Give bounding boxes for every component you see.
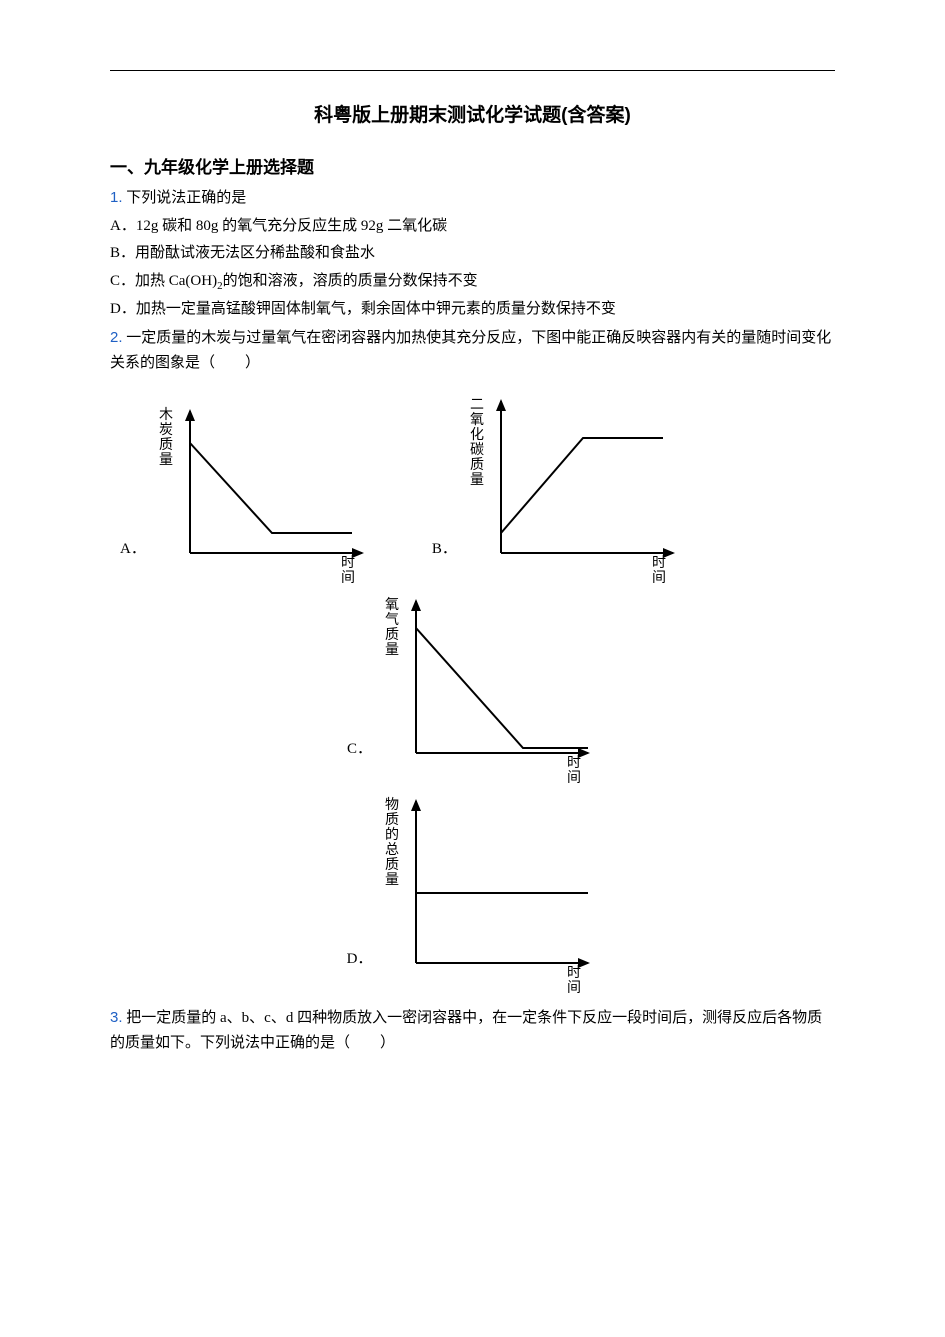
- q1-c-post: 的饱和溶液，溶质的质量分数保持不变: [223, 273, 478, 289]
- svg-text:炭: 炭: [159, 422, 173, 438]
- svg-text:间: 间: [567, 980, 581, 993]
- svg-text:气: 气: [385, 612, 399, 628]
- svg-text:氧: 氧: [470, 412, 484, 428]
- svg-text:的: 的: [385, 827, 399, 843]
- svg-text:量: 量: [470, 472, 484, 488]
- chart-b: 二氧化碳质量时间: [463, 383, 683, 583]
- q2-c-label: C．: [347, 737, 372, 783]
- svg-text:木: 木: [159, 407, 173, 423]
- q2-stem-text: 一定质量的木炭与过量氧气在密闭容器内加热使其充分反应，下图中能正确反映容器内有关…: [110, 330, 831, 372]
- q1-c-pre: C．加热 Ca(OH): [110, 273, 217, 289]
- chart-c: 氧气质量时间: [378, 583, 598, 783]
- exam-page: 科粤版上册期末测试化学试题(含答案) 一、九年级化学上册选择题 1. 下列说法正…: [0, 0, 945, 1337]
- svg-text:质: 质: [159, 437, 173, 453]
- q2-row-d: D． 物质的总质量时间: [110, 783, 835, 993]
- q2-number: 2.: [110, 329, 123, 346]
- svg-text:时: 时: [652, 555, 666, 571]
- q1-option-b: B．用酚酞试液无法区分稀盐酸和食盐水: [110, 241, 835, 267]
- svg-text:质: 质: [385, 812, 399, 828]
- svg-text:质: 质: [470, 457, 484, 473]
- svg-text:量: 量: [385, 872, 399, 888]
- q1-option-d: D．加热一定量高锰酸钾固体制氧气，剩余固体中钾元素的质量分数保持不变: [110, 297, 835, 323]
- svg-text:间: 间: [341, 570, 355, 583]
- svg-text:时: 时: [567, 965, 581, 981]
- svg-text:物: 物: [385, 797, 399, 813]
- q2-row-c: C． 氧气质量时间: [110, 583, 835, 783]
- svg-text:量: 量: [159, 452, 173, 468]
- svg-text:质: 质: [385, 627, 399, 643]
- section-heading: 一、九年级化学上册选择题: [110, 154, 835, 183]
- svg-text:间: 间: [652, 570, 666, 583]
- q1-stem: 1. 下列说法正确的是: [110, 185, 835, 212]
- q1-option-c: C．加热 Ca(OH)2的饱和溶液，溶质的质量分数保持不变: [110, 269, 835, 296]
- svg-text:间: 间: [567, 770, 581, 783]
- svg-text:氧: 氧: [385, 597, 399, 613]
- q2-stem: 2. 一定质量的木炭与过量氧气在密闭容器内加热使其充分反应，下图中能正确反映容器…: [110, 325, 835, 377]
- q1-stem-text: 下列说法正确的是: [126, 190, 246, 206]
- q2-d-label: D．: [347, 947, 373, 993]
- q3-number: 3.: [110, 1009, 123, 1026]
- svg-text:质: 质: [385, 857, 399, 873]
- q2-b-label: B．: [432, 537, 457, 583]
- q2-row-ab: A． 木炭质量时间 B． 二氧化碳质量时间: [110, 383, 835, 583]
- question-1: 1. 下列说法正确的是 A．12g 碳和 80g 的氧气充分反应生成 92g 二…: [110, 185, 835, 323]
- svg-text:量: 量: [385, 642, 399, 658]
- q1-option-a: A．12g 碳和 80g 的氧气充分反应生成 92g 二氧化碳: [110, 214, 835, 240]
- top-rule: [110, 70, 835, 71]
- svg-text:碳: 碳: [470, 442, 484, 458]
- q3-stem-text: 把一定质量的 a、b、c、d 四种物质放入一密闭容器中，在一定条件下反应一段时间…: [110, 1010, 822, 1052]
- q1-number: 1.: [110, 189, 123, 206]
- chart-d: 物质的总质量时间: [378, 783, 598, 993]
- q3-stem: 3. 把一定质量的 a、b、c、d 四种物质放入一密闭容器中，在一定条件下反应一…: [110, 1005, 835, 1057]
- svg-text:化: 化: [470, 427, 484, 443]
- chart-a: 木炭质量时间: [152, 393, 372, 583]
- question-3: 3. 把一定质量的 a、b、c、d 四种物质放入一密闭容器中，在一定条件下反应一…: [110, 1005, 835, 1057]
- svg-text:总: 总: [385, 842, 399, 858]
- q2-a-label: A．: [120, 537, 146, 583]
- svg-text:时: 时: [341, 555, 355, 571]
- svg-text:时: 时: [567, 755, 581, 771]
- question-2: 2. 一定质量的木炭与过量氧气在密闭容器内加热使其充分反应，下图中能正确反映容器…: [110, 325, 835, 993]
- svg-text:二: 二: [470, 398, 484, 413]
- page-title: 科粤版上册期末测试化学试题(含答案): [110, 100, 835, 132]
